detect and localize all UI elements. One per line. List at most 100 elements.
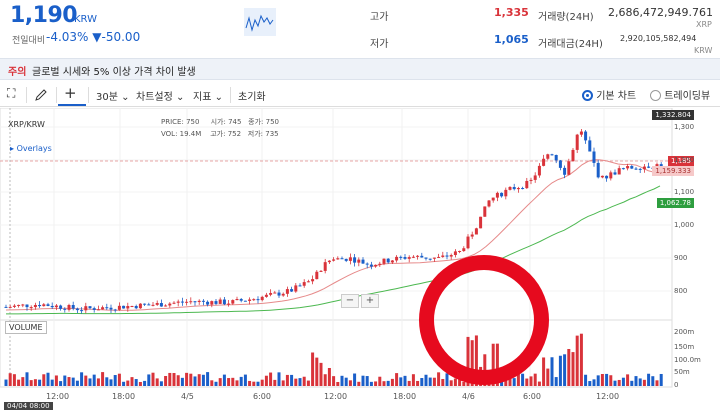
- candle-body: [584, 131, 588, 141]
- price-tick-label: 1,000: [674, 221, 695, 229]
- tradingview-radio[interactable]: 트레이딩뷰: [650, 87, 710, 102]
- candle-body: [273, 292, 277, 294]
- volume-bar: [512, 378, 516, 386]
- candle-body: [130, 305, 134, 307]
- candle-body: [92, 308, 96, 310]
- candle-body: [563, 167, 567, 175]
- candle-body: [466, 236, 470, 249]
- volume-bar: [332, 376, 336, 386]
- candle-body: [214, 301, 218, 304]
- candle-body: [613, 172, 617, 175]
- down-arrow-icon: ▼: [92, 30, 102, 44]
- price-chart-area[interactable]: XRP/KRW ▸ Overlays PRICE: 750 시가: 745 종가…: [0, 108, 720, 413]
- volume-bar: [201, 374, 205, 386]
- volume-bar: [277, 372, 281, 386]
- candle-body: [495, 192, 499, 198]
- volume-bar: [609, 375, 613, 386]
- volume-bar: [546, 368, 550, 386]
- volume-bar: [634, 376, 638, 386]
- candle-body: [361, 259, 365, 264]
- chevron-down-icon: ⌄: [214, 92, 223, 103]
- candle-body: [567, 161, 571, 175]
- basic-chart-radio[interactable]: 기본 차트: [582, 87, 636, 102]
- overlays-toggle[interactable]: ▸ Overlays: [10, 144, 52, 153]
- volume-bar: [411, 374, 415, 386]
- candle-body: [424, 257, 428, 259]
- crosshair-icon[interactable]: +: [64, 84, 77, 102]
- volume-bar: [206, 372, 210, 386]
- time-tick-label: 12:00: [324, 392, 348, 401]
- volume-bar: [428, 377, 432, 386]
- candle-body: [533, 175, 537, 180]
- candle-body: [420, 255, 424, 258]
- chart-settings-button[interactable]: 차트설정 ⌄: [136, 92, 185, 103]
- candle-body: [323, 262, 327, 271]
- candle-body: [248, 299, 252, 301]
- volume-bar: [151, 372, 155, 386]
- volume-bar: [168, 372, 172, 386]
- candle-body: [164, 305, 168, 307]
- candle-body: [201, 300, 205, 302]
- candle-body: [319, 270, 323, 272]
- volume-bar: [113, 375, 117, 386]
- candle-body: [521, 188, 525, 190]
- volume-bar: [420, 378, 424, 386]
- volume-bar: [621, 377, 625, 386]
- volume-bar: [25, 372, 29, 386]
- volume-bar: [71, 377, 75, 386]
- candle-body: [374, 264, 378, 267]
- candle-body: [407, 257, 411, 259]
- volume-bar: [260, 379, 264, 386]
- candle-body: [537, 165, 541, 176]
- candlestick-chart[interactable]: [0, 108, 720, 413]
- candle-body: [428, 258, 432, 260]
- candle-body: [172, 302, 176, 304]
- volume-bar: [403, 375, 407, 386]
- candle-body: [470, 234, 474, 237]
- candle-body: [483, 206, 487, 217]
- reset-button[interactable]: 초기화: [238, 92, 266, 103]
- change-absolute: -50.00: [101, 30, 141, 44]
- candle-body: [596, 162, 600, 178]
- zoom-in-button[interactable]: +: [361, 294, 379, 308]
- candle-body: [550, 154, 554, 156]
- volume-label: 거래량(24H): [538, 12, 594, 23]
- candle-body: [4, 306, 8, 308]
- candle-body: [353, 257, 357, 263]
- notice-tag: 주의: [8, 67, 27, 78]
- candle-body: [592, 151, 596, 163]
- volume-bar: [214, 381, 218, 386]
- interval-select[interactable]: 30분 ⌄: [96, 92, 130, 103]
- volume-tick-label: 150m: [674, 343, 695, 351]
- volume-bar: [239, 376, 243, 386]
- candle-body: [542, 158, 546, 166]
- zoom-out-button[interactable]: −: [341, 294, 359, 308]
- volume-bar: [134, 379, 138, 386]
- volume-bar: [605, 373, 609, 386]
- chart-toolbar: ⛶ + 30분 ⌄ 차트설정 ⌄ 지표 ⌄ 초기화 기본 차트 트레이딩뷰: [0, 83, 720, 107]
- candle-body: [302, 282, 306, 286]
- ma-long-badge: 1,062.78: [656, 198, 694, 208]
- volume-bar: [248, 380, 252, 386]
- volume-bar: [344, 377, 348, 386]
- indicators-button[interactable]: 지표 ⌄: [193, 92, 223, 103]
- fullscreen-icon[interactable]: ⛶: [7, 86, 16, 100]
- candle-body: [189, 301, 193, 303]
- chevron-down-icon: ⌄: [176, 92, 185, 103]
- candle-body: [453, 251, 457, 256]
- time-tick-label: 6:00: [523, 392, 541, 401]
- volume-bar: [365, 376, 369, 386]
- volume-bar: [462, 381, 466, 386]
- volume-bar: [50, 379, 54, 386]
- candle-body: [365, 263, 369, 265]
- candle-body: [143, 303, 147, 305]
- volume-bar: [231, 377, 235, 386]
- candle-body: [626, 166, 630, 169]
- candle-body: [474, 228, 478, 235]
- volume-bar: [575, 335, 579, 386]
- candle-body: [659, 164, 663, 167]
- candle-body: [571, 149, 575, 162]
- candle-body: [180, 301, 184, 303]
- pencil-icon[interactable]: [34, 88, 48, 102]
- candle-body: [105, 307, 109, 309]
